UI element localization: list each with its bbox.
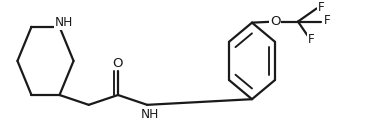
Text: F: F	[318, 1, 325, 14]
Text: F: F	[307, 33, 314, 46]
Text: O: O	[270, 15, 281, 28]
Text: F: F	[324, 14, 331, 27]
Text: O: O	[113, 57, 123, 70]
Text: NH: NH	[140, 108, 159, 121]
Text: NH: NH	[55, 16, 74, 29]
